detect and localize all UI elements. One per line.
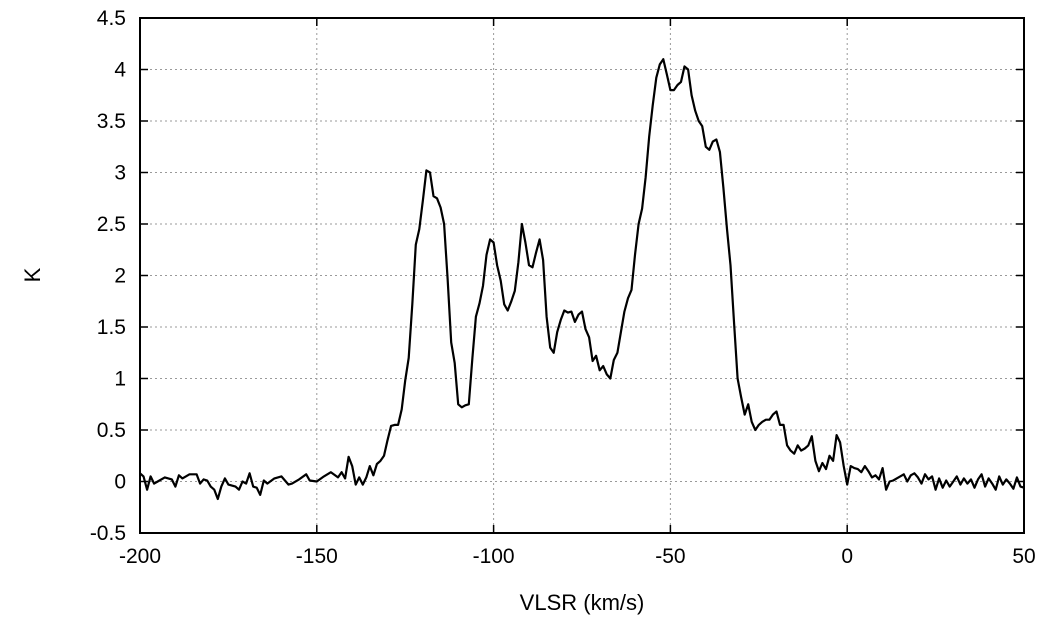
series-line — [139, 58, 1025, 501]
y-tick-label: 3.5 — [97, 110, 126, 133]
y-tick-label: 4.5 — [97, 7, 126, 30]
x-tick-label: 50 — [1012, 545, 1035, 568]
y-tick-labels: -0.5 0 0.5 1 1.5 2 2.5 3 3.5 4 4.5 — [90, 7, 127, 545]
x-tick-label: -150 — [296, 545, 338, 568]
plot-frame — [139, 17, 1025, 534]
y-tick-label: 2 — [114, 265, 126, 288]
y-tick-label: 2.5 — [97, 213, 126, 236]
grid-lines — [140, 18, 1024, 533]
y-tick-label: 1.5 — [97, 316, 126, 339]
x-tick-labels: -200 -150 -100 -50 0 50 — [119, 545, 1036, 568]
y-tick-label: 1 — [114, 368, 126, 391]
x-tick-label: -50 — [655, 545, 685, 568]
y-tick-label: 3 — [114, 162, 126, 185]
y-axis-title: K — [20, 267, 45, 282]
y-tick-label: 0 — [114, 471, 126, 494]
x-tick-label: 0 — [841, 545, 853, 568]
x-tick-label: -200 — [119, 545, 161, 568]
y-tick-label: 0.5 — [97, 419, 126, 442]
x-tick-label: -100 — [473, 545, 515, 568]
y-tick-label: -0.5 — [90, 522, 126, 545]
x-axis-title: VLSR (km/s) — [520, 590, 645, 615]
y-tick-label: 4 — [114, 59, 126, 82]
